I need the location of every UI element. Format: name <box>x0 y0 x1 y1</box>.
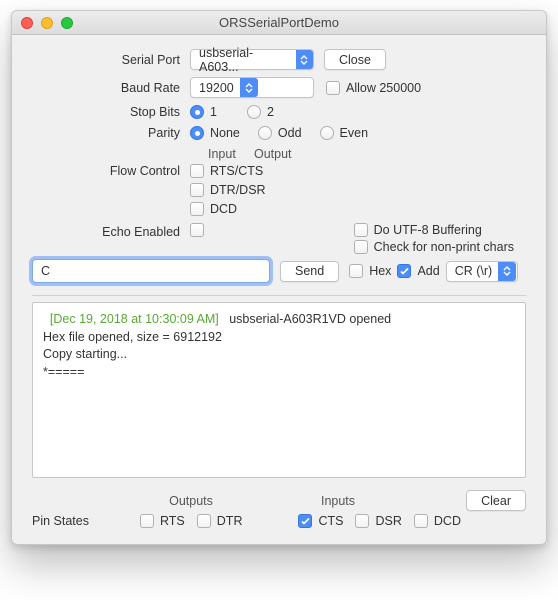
cts-checkbox[interactable]: CTS <box>298 514 343 528</box>
add-checkbox[interactable]: Add <box>397 264 439 278</box>
input-header: Input <box>208 147 254 161</box>
outputs-header: Outputs <box>142 494 240 508</box>
line-ending-select[interactable]: CR (\r) <box>446 261 518 282</box>
close-icon[interactable] <box>21 17 33 29</box>
serial-port-select[interactable]: usbserial-A603... <box>190 49 314 70</box>
baud-label: Baud Rate <box>32 81 190 95</box>
chevron-updown-icon <box>240 78 258 97</box>
baud-select[interactable]: 19200 <box>190 77 314 98</box>
dcd-checkbox[interactable]: DCD <box>190 202 237 216</box>
echo-label: Echo Enabled <box>32 223 190 239</box>
dcd-pin-checkbox[interactable]: DCD <box>414 514 461 528</box>
parity-none-radio[interactable]: None <box>190 126 240 140</box>
dsr-checkbox[interactable]: DSR <box>355 514 401 528</box>
parity-odd-radio[interactable]: Odd <box>258 126 302 140</box>
log-output[interactable]: [Dec 19, 2018 at 10:30:09 AM] usbserial-… <box>32 302 526 478</box>
dtr-checkbox[interactable]: DTR <box>197 514 243 528</box>
parity-label: Parity <box>32 126 190 140</box>
parity-even-radio[interactable]: Even <box>320 126 369 140</box>
nonprint-checkbox[interactable]: Check for non-print chars <box>354 240 514 254</box>
window-controls <box>21 17 73 29</box>
utf8-checkbox[interactable]: Do UTF-8 Buffering <box>354 223 482 237</box>
dtrdsr-checkbox[interactable]: DTR/DSR <box>190 183 266 197</box>
rtscts-checkbox[interactable]: RTS/CTS <box>190 164 263 178</box>
stopbits-2-radio[interactable]: 2 <box>247 105 274 119</box>
allow-250000-checkbox[interactable]: Allow 250000 <box>326 81 421 95</box>
app-window: ORSSerialPortDemo Serial Port usbserial-… <box>11 10 547 545</box>
titlebar[interactable]: ORSSerialPortDemo <box>12 11 546 35</box>
stopbits-label: Stop Bits <box>32 105 190 119</box>
inputs-header: Inputs <box>298 494 378 508</box>
minimize-icon[interactable] <box>41 17 53 29</box>
window-title: ORSSerialPortDemo <box>219 15 339 30</box>
baud-value: 19200 <box>199 81 238 95</box>
clear-button[interactable]: Clear <box>466 490 526 511</box>
chevron-updown-icon <box>296 50 313 69</box>
separator <box>32 295 526 296</box>
rts-checkbox[interactable]: RTS <box>140 514 185 528</box>
stopbits-1-radio[interactable]: 1 <box>190 105 217 119</box>
zoom-icon[interactable] <box>61 17 73 29</box>
output-header: Output <box>254 147 292 161</box>
send-button[interactable]: Send <box>280 261 339 282</box>
send-input[interactable] <box>32 259 270 283</box>
chevron-updown-icon <box>498 262 516 281</box>
echo-checkbox[interactable] <box>190 223 210 237</box>
pin-states-label: Pin States <box>32 514 110 528</box>
flowcontrol-label: Flow Control <box>32 164 190 178</box>
line-ending-value: CR (\r) <box>455 264 497 278</box>
serial-port-value: usbserial-A603... <box>199 46 294 74</box>
log-timestamp: [Dec 19, 2018 at 10:30:09 AM] <box>50 312 219 326</box>
serial-port-label: Serial Port <box>32 53 190 67</box>
close-button[interactable]: Close <box>324 49 386 70</box>
hex-checkbox[interactable]: Hex <box>349 264 391 278</box>
content: Serial Port usbserial-A603... Close Baud… <box>12 35 546 544</box>
